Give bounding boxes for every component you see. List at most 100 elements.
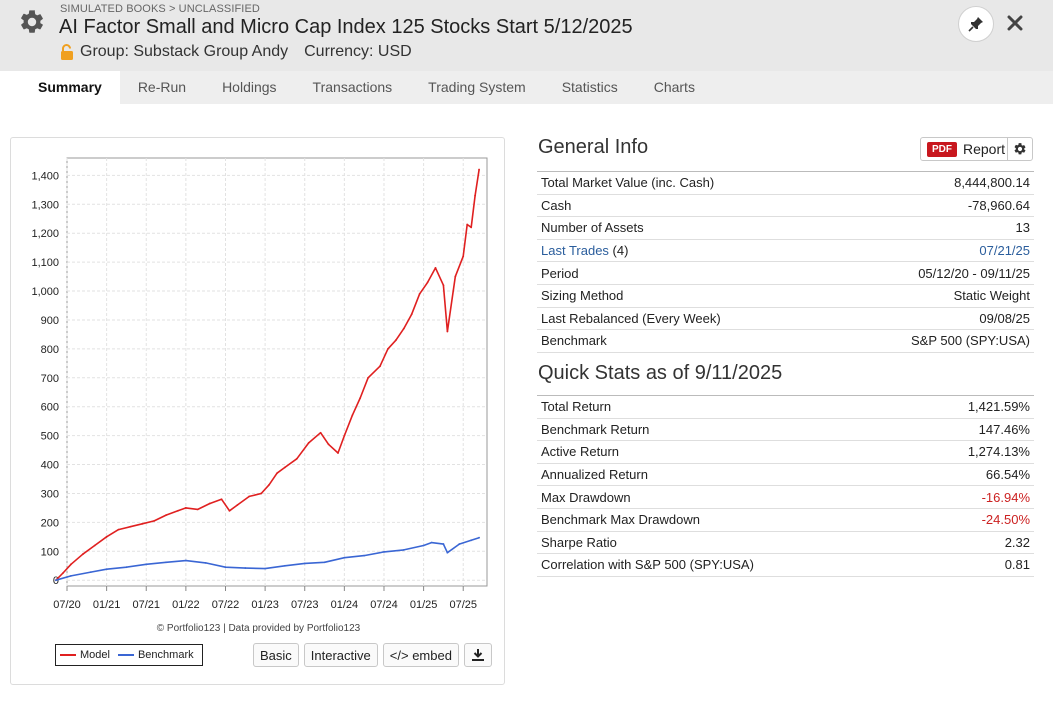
data-point-model <box>367 376 370 379</box>
table-row: Period 05/12/20 - 09/11/25 <box>537 262 1034 285</box>
data-point-model <box>466 223 469 226</box>
embed-button[interactable]: </> embed <box>382 643 459 667</box>
data-point-benchmark <box>430 541 433 544</box>
data-point-model <box>426 281 429 284</box>
report-button[interactable]: PDF Report <box>920 137 1033 161</box>
performance-chart: 0 100 200 300 400 500 600 700 800 900 1,000 1,100 1,… <box>31 157 488 611</box>
data-point-model <box>327 443 330 446</box>
data-point-model <box>410 313 413 316</box>
row-value: -24.50% <box>981 512 1030 528</box>
data-point-model <box>284 466 286 469</box>
data-point-benchmark <box>204 561 207 564</box>
data-point-benchmark <box>383 550 385 553</box>
group-label: Group: Substack Group Andy <box>80 43 289 60</box>
y-tick-label: 1,200 <box>31 228 59 240</box>
download-button[interactable] <box>463 643 492 667</box>
row-label: Benchmark <box>541 333 607 349</box>
row-label: Benchmark Max Drawdown <box>541 512 700 528</box>
data-point-benchmark <box>446 551 449 554</box>
chart-mode-buttons: Basic Interactive </> embed <box>253 643 492 667</box>
basic-button[interactable]: Basic <box>253 643 299 667</box>
row-value: 8,444,800.14 <box>954 175 1030 191</box>
last-trades-label: Last Trades (4) <box>541 243 628 258</box>
legend-item-benchmark[interactable]: Benchmark <box>117 649 194 661</box>
legend-swatch-benchmark <box>117 654 134 656</box>
data-point-model <box>62 572 64 574</box>
tab-holdings[interactable]: Holdings <box>222 79 277 95</box>
y-tick-label: 1,100 <box>31 257 59 269</box>
performance-chart-panel: 0 100 200 300 400 500 600 700 800 900 1,000 1,100 1,… <box>10 137 505 685</box>
data-point-model <box>196 508 199 511</box>
tab-statistics[interactable]: Statistics <box>561 79 618 95</box>
row-label: Sharpe Ratio <box>541 534 617 550</box>
tab-re-run[interactable]: Re-Run <box>137 79 187 95</box>
y-tick-label: 1,400 <box>31 170 59 182</box>
data-point-benchmark <box>184 559 187 562</box>
currency-label: Currency: USD <box>304 43 412 60</box>
data-point-benchmark <box>224 566 227 569</box>
breadcrumb[interactable]: SIMULATED BOOKS > UNCLASSIFIED <box>60 3 260 15</box>
x-tick-label: 07/25 <box>449 599 477 611</box>
settings-gear-icon[interactable] <box>18 8 46 36</box>
y-tick-label: 500 <box>41 431 59 443</box>
y-tick-label: 0 <box>53 575 59 587</box>
tab-transactions[interactable]: Transactions <box>312 79 393 95</box>
row-value: 1,274.13% <box>967 444 1030 460</box>
data-point-model <box>70 563 72 566</box>
y-tick-label: 200 <box>41 517 59 529</box>
table-row: Sharpe Ratio 2.32 <box>537 532 1034 555</box>
y-tick-label: 1,000 <box>31 286 59 298</box>
data-point-model <box>442 284 445 287</box>
quick-stats-title: Quick Stats as of 9/11/2025 <box>538 362 783 384</box>
data-point-benchmark <box>55 579 57 582</box>
y-tick-label: 100 <box>41 546 59 558</box>
y-tick-label: 300 <box>41 488 59 500</box>
data-point-benchmark <box>165 561 167 564</box>
data-point-model <box>319 431 322 434</box>
tab-charts[interactable]: Charts <box>653 79 695 95</box>
legend-label-model: Model <box>80 649 110 661</box>
y-tick-label: 700 <box>41 373 59 385</box>
data-point-benchmark <box>303 562 306 565</box>
y-tick-label: 1,300 <box>31 199 59 211</box>
gear-icon <box>1014 143 1026 155</box>
row-label: Max Drawdown <box>541 489 631 505</box>
legend-item-model[interactable]: Model <box>60 649 110 661</box>
interactive-button[interactable]: Interactive <box>303 643 378 667</box>
table-row: Sizing Method Static Weight <box>537 285 1034 308</box>
table-row: Number of Assets 13 <box>537 217 1034 240</box>
close-icon <box>1007 15 1023 31</box>
table-row: Max Drawdown -16.94% <box>537 486 1034 509</box>
data-point-benchmark <box>458 543 461 545</box>
data-point-benchmark <box>145 563 148 566</box>
quick-stats-table: Total Return 1,421.59% Benchmark Return … <box>537 395 1034 577</box>
last-trades-link[interactable]: Last Trades <box>541 243 609 259</box>
data-point-model <box>141 522 144 525</box>
row-value: -16.94% <box>981 489 1030 505</box>
tab-trading-system[interactable]: Trading System <box>428 79 526 95</box>
table-row: Total Market Value (inc. Cash) 8,444,800… <box>537 172 1034 195</box>
data-point-model <box>236 504 239 506</box>
data-point-model <box>379 365 381 368</box>
row-label: Benchmark Return <box>541 421 650 437</box>
data-point-model <box>434 266 437 269</box>
close-button[interactable] <box>1004 12 1026 34</box>
data-point-benchmark <box>402 548 405 551</box>
data-point-model <box>93 544 96 547</box>
row-label: Active Return <box>541 444 620 460</box>
pin-button[interactable] <box>958 6 994 42</box>
table-row: Correlation with S&P 500 (SPY:USA) 0.81 <box>537 554 1034 577</box>
data-point-model <box>208 502 211 505</box>
data-point-model <box>105 535 108 538</box>
tab-summary[interactable]: Summary <box>20 71 120 104</box>
plot-area <box>66 157 488 587</box>
row-label: Sizing Method <box>541 288 624 304</box>
data-point-benchmark <box>284 564 286 567</box>
data-point-model <box>228 509 231 512</box>
last-trades-date-link[interactable]: 07/21/25 <box>979 243 1030 259</box>
general-info-title: General Info <box>538 136 649 158</box>
report-settings-button[interactable] <box>1007 138 1032 160</box>
row-value: 13 <box>1015 220 1030 236</box>
data-point-model <box>454 275 457 278</box>
y-tick-label: 400 <box>41 460 59 472</box>
